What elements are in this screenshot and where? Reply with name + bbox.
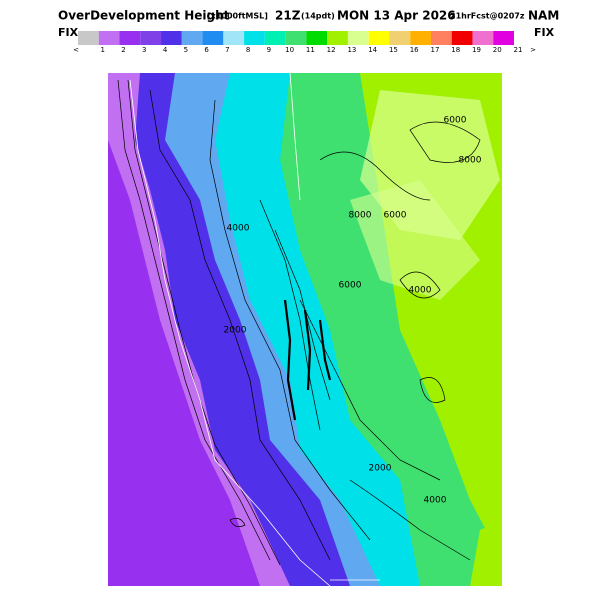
title-model: NAM	[528, 9, 559, 23]
colorbar-label: 1	[101, 46, 105, 54]
title-fcst: 21hrFcst@0207z	[450, 12, 525, 21]
colorbar-label: 10	[285, 46, 294, 54]
colorbar-label: 13	[347, 46, 356, 54]
title-date: MON 13 Apr 2026	[337, 9, 456, 23]
colorbar-label: 4	[163, 46, 168, 54]
colorbar-swatch	[306, 31, 328, 45]
colorbar-label: 11	[306, 46, 315, 54]
title-main: OverDevelopment Height	[58, 9, 230, 23]
contour-label: 4000	[227, 224, 250, 234]
fix-right: FIX	[534, 26, 555, 39]
colorbar-label: 14	[368, 46, 377, 54]
colorbar-swatch	[368, 31, 390, 45]
fix-left: FIX	[58, 26, 79, 39]
colorbar-label: 21	[514, 46, 523, 54]
colorbar-swatch	[78, 31, 99, 45]
colorbar-swatch	[181, 31, 203, 45]
colorbar-swatch	[285, 31, 307, 45]
contour-label: 2000	[224, 326, 247, 336]
colorbar-swatch	[493, 31, 514, 45]
colorbar-label: 7	[225, 46, 229, 54]
colorbar-swatch	[98, 31, 120, 45]
below-label: <	[73, 46, 79, 54]
colorbar-label: 3	[142, 46, 146, 54]
contour-label: 6000	[444, 116, 467, 126]
above-label: >	[530, 46, 536, 54]
colorbar-swatch	[327, 31, 348, 45]
colorbar-label: 19	[472, 46, 481, 54]
title-local: (14pdt)	[301, 12, 335, 21]
colorbar-swatch	[410, 31, 431, 45]
colorbar-swatch	[223, 31, 245, 45]
colorbar: 1 2 3 4 5 6 7 8 9 10 11 12 13 14 15 16 17 18 19 20 21	[78, 31, 522, 54]
colorbar-label: 15	[389, 46, 398, 54]
colorbar-swatch	[430, 31, 452, 45]
colorbar-label: 18	[451, 46, 460, 54]
colorbar-label: 2	[121, 46, 125, 54]
colorbar-swatch	[451, 31, 473, 45]
colorbar-label: 17	[430, 46, 439, 54]
contour-label: 8000	[459, 156, 482, 166]
contour-label: 4000	[424, 496, 447, 506]
colorbar-swatch	[119, 31, 141, 45]
colorbar-swatch	[347, 31, 369, 45]
colorbar-swatch	[161, 31, 182, 45]
title-time: 21Z	[275, 9, 301, 23]
colorbar-label: 9	[267, 46, 271, 54]
contour-label: 4000	[409, 286, 432, 296]
colorbar-label: 8	[246, 46, 250, 54]
contour-label: 2000	[369, 464, 392, 474]
contour-label: 8000	[349, 211, 372, 221]
colorbar-label: 20	[493, 46, 502, 54]
colorbar-swatch	[389, 31, 411, 45]
colorbar-label: 5	[184, 46, 188, 54]
colorbar-swatch	[244, 31, 265, 45]
colorbar-swatch	[140, 31, 162, 45]
colorbar-label: 12	[327, 46, 336, 54]
colorbar-swatch	[472, 31, 494, 45]
contour-label: 6000	[339, 281, 362, 291]
colorbar-swatch	[264, 31, 286, 45]
contour-label: 6000	[384, 211, 407, 221]
colorbar-label: 16	[410, 46, 419, 54]
colorbar-swatch	[202, 31, 224, 45]
title-units: [x1000ftMSL]	[207, 12, 268, 21]
colorbar-label: 6	[204, 46, 209, 54]
map: 6000 8000 8000 6000 6000 4000 4000 2000 2000 4000	[108, 73, 502, 586]
